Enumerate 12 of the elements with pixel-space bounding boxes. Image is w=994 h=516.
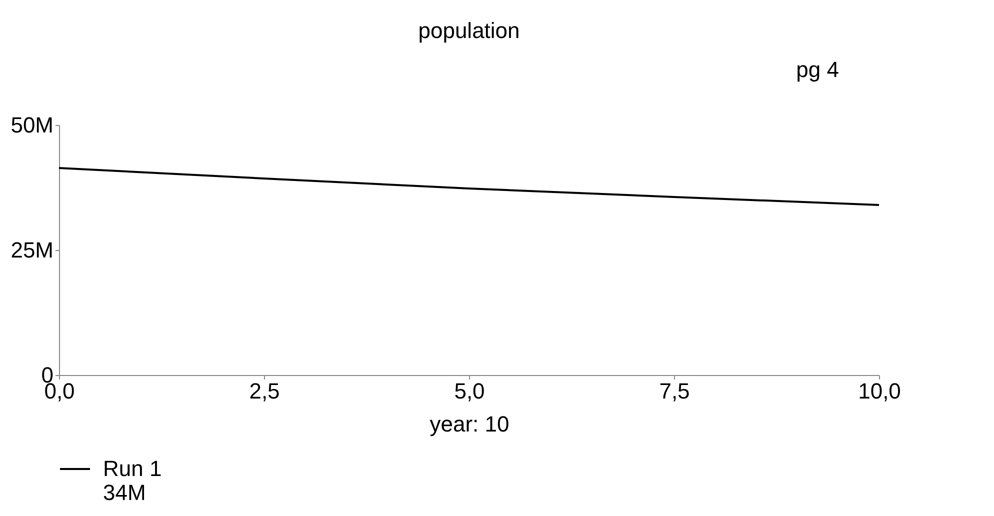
y-tick-label: 50M — [10, 112, 54, 138]
x-tick-label: 7,5 — [659, 378, 690, 404]
x-tick-label: 2,5 — [249, 378, 280, 404]
legend-label: Run 1 — [103, 456, 162, 481]
text: pg 4 — [796, 57, 839, 82]
line-series — [58, 167, 880, 206]
y-tick-label: 25M — [10, 238, 54, 262]
text: 34M — [103, 480, 146, 505]
x-tick-label: 5,0 — [454, 378, 485, 404]
x-axis-title: year: 10 — [430, 412, 510, 436]
x-tick-label: 10,0 — [858, 378, 901, 404]
chart-title: population — [418, 18, 520, 43]
